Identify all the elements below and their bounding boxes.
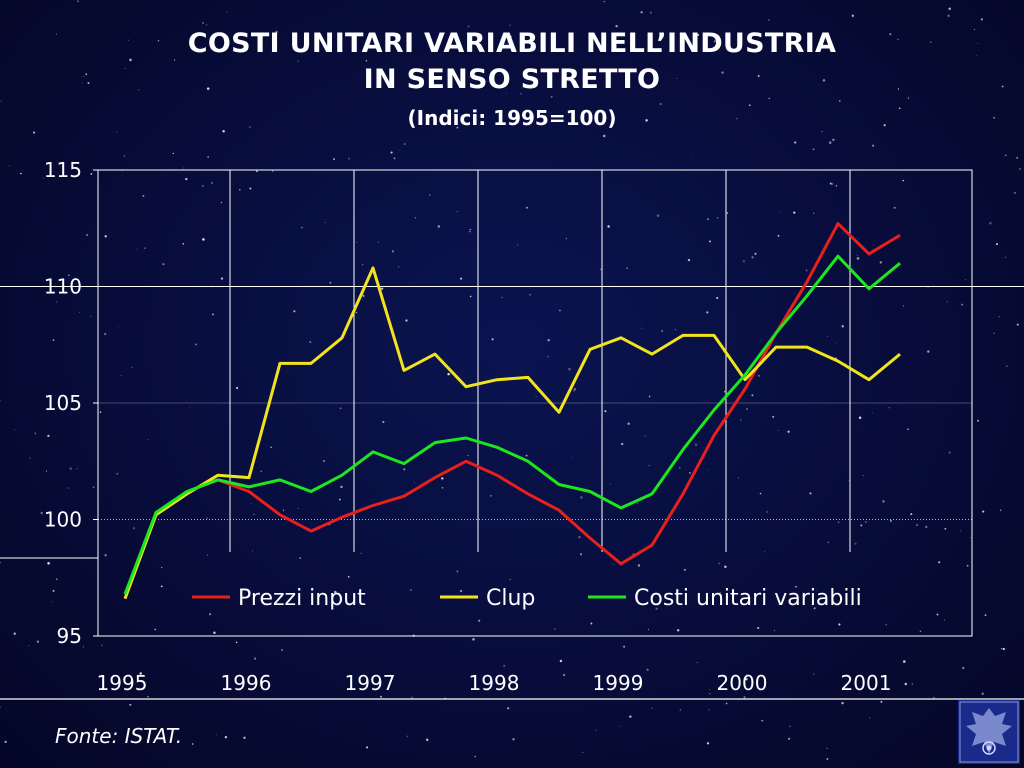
chart-title-line-2: IN SENSO STRETTO [363, 64, 661, 95]
x-tick-label: 1996 [221, 671, 272, 695]
legend-label: Prezzi input [238, 586, 366, 611]
x-tick-label: 1998 [469, 671, 520, 695]
y-tick-label: 100 [44, 508, 82, 532]
y-tick-label: 95 [57, 624, 82, 648]
series-line-clup [123, 266, 901, 600]
legend-label: Clup [486, 586, 535, 611]
y-tick-label: 115 [44, 158, 82, 182]
x-tick-label: 1999 [593, 671, 644, 695]
series-line-prezzi-input [123, 222, 901, 595]
confindustria-eagle-logo-icon [958, 700, 1020, 764]
x-tick-label: 2000 [717, 671, 768, 695]
y-tick-label: 105 [44, 391, 82, 415]
x-tick-label: 2001 [841, 671, 892, 695]
series-line-costi-unitari-variabili [123, 254, 901, 595]
x-tick-label: 1995 [97, 671, 148, 695]
chart-title-line-1: COSTI UNITARI VARIABILI NELL’INDUSTRIA [187, 28, 837, 59]
source-note: Fonte: ISTAT. [55, 724, 183, 748]
legend: Prezzi input Clup Costi unitari variabili [192, 586, 862, 611]
x-tick-label: 1997 [345, 671, 396, 695]
chart-subtitle: (Indici: 1995=100) [407, 106, 617, 130]
y-tick-label: 110 [44, 275, 82, 299]
legend-label: Costi unitari variabili [634, 586, 862, 611]
